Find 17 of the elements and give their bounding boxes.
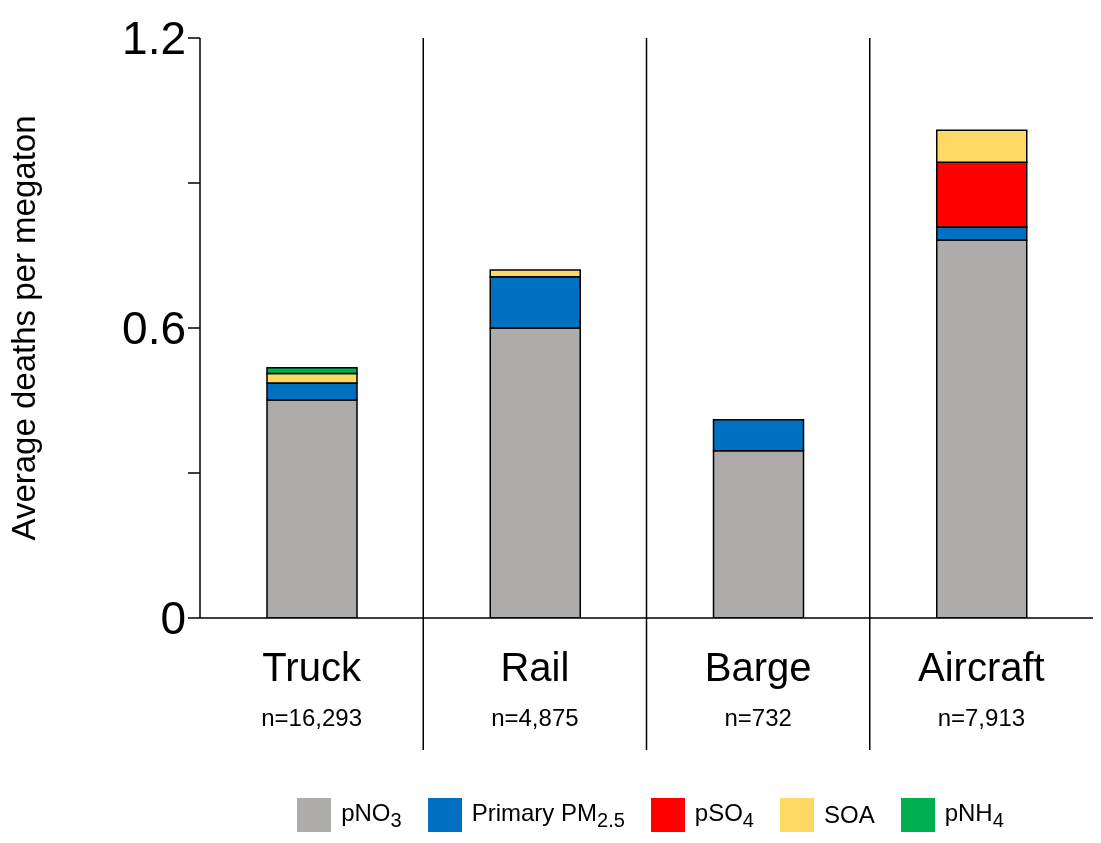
x-tick-label: Rail: [500, 645, 570, 689]
text: n=4,875: [491, 704, 579, 731]
legend-label: SOA: [823, 801, 875, 829]
y-tick-label: 0: [160, 592, 186, 645]
legend-label: pSO$_{4}$: [694, 798, 754, 832]
legend-label: Primary PM$_{2.5}$: [471, 798, 625, 832]
y-tick-label: 1.2: [122, 12, 186, 65]
legend-label: pNO$_{3}$: [341, 798, 402, 832]
x-tick-label: Barge: [704, 645, 812, 689]
text: n=7,913: [937, 704, 1026, 731]
y-axis-title: Average deaths per megaton: [4, 115, 42, 541]
x-tick-label: Aircraft: [918, 645, 1045, 689]
text: n=16,293: [261, 704, 363, 731]
y-tick-label: 0.6: [122, 302, 186, 355]
legend-label: pNH$_{4}$: [944, 798, 1004, 832]
text: n=732: [724, 704, 792, 731]
x-tick-label: Truck: [262, 645, 362, 689]
